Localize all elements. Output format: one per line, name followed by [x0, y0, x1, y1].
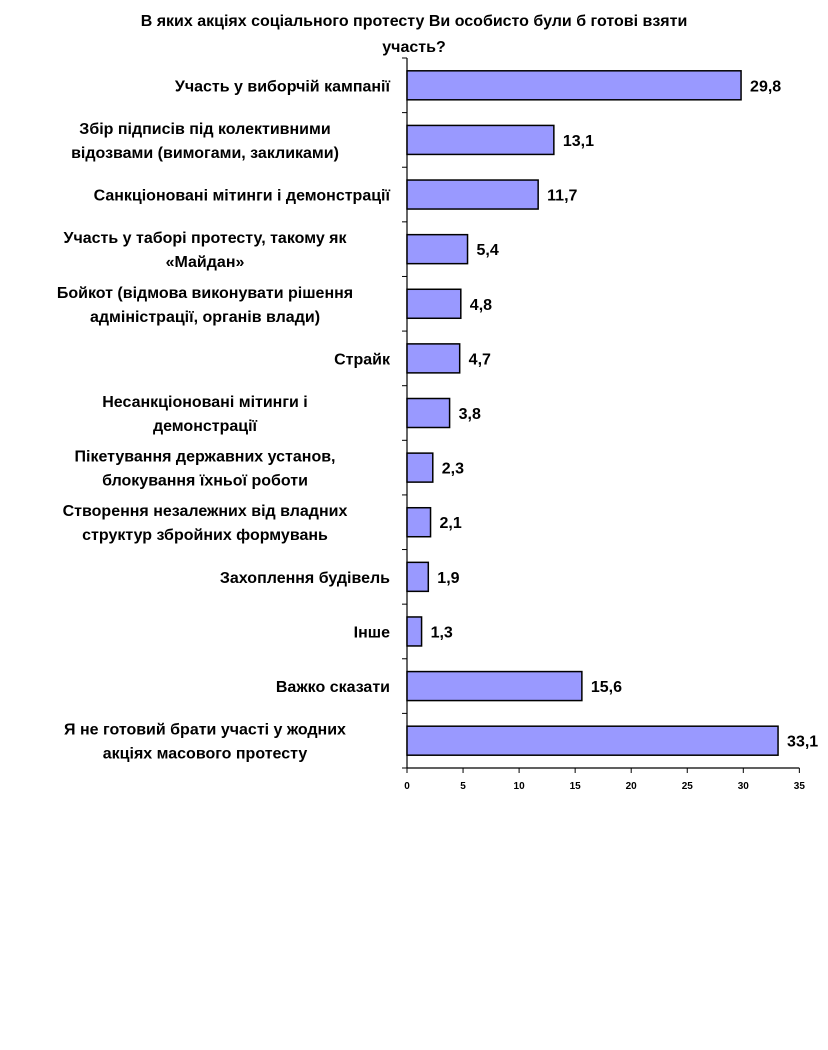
category-label: акціях масового протесту	[103, 746, 308, 763]
x-tick-label: 35	[794, 781, 806, 792]
category-label: Пікетування державних установ,	[75, 449, 336, 466]
bar	[406, 725, 779, 756]
bar	[406, 70, 742, 101]
category-label: «Майдан»	[166, 254, 245, 271]
category-label: Санкціоновані мітинги і демонстрації	[94, 188, 391, 205]
category-label: Бойкот (відмова виконувати рішення	[57, 285, 353, 302]
bar-value-label: 2,1	[440, 515, 462, 532]
bar-value-label: 3,8	[459, 406, 481, 423]
bar-value-label: 1,9	[437, 570, 459, 587]
chart-title-line-1: В яких акціях соціального протесту Ви ос…	[140, 13, 688, 30]
x-tick-label: 25	[682, 781, 694, 792]
x-tick-label: 20	[626, 781, 638, 792]
bar	[406, 124, 555, 156]
bar-value-label: 4,8	[470, 297, 492, 314]
bar	[406, 452, 434, 483]
bar	[406, 233, 469, 265]
category-label: Збір підписів під колективними	[79, 121, 330, 138]
bar	[406, 288, 462, 320]
category-label: Участь у виборчій кампанії	[175, 78, 391, 95]
bar	[406, 397, 451, 429]
category-label: Створення незалежних від владних	[63, 503, 348, 520]
category-label: структур збройних формувань	[82, 527, 328, 544]
category-label: Участь у таборі протесту, такому як	[63, 230, 347, 247]
bar-value-label: 33,1	[787, 734, 818, 751]
category-label: адміністрації, органів влади)	[90, 309, 320, 326]
category-label: Я не готовий брати участі у жодних	[64, 722, 346, 739]
category-label: Страйк	[334, 351, 391, 368]
category-label: Важко сказати	[276, 679, 390, 696]
bar-value-label: 11,7	[547, 188, 577, 205]
bar	[406, 561, 430, 593]
bar-value-label: 13,1	[563, 133, 594, 150]
category-label: Інше	[354, 624, 390, 641]
bar-value-label: 15,6	[591, 679, 622, 696]
bar	[406, 343, 461, 374]
bar-value-label: 1,3	[431, 624, 453, 641]
category-label: блокування їхньої роботи	[102, 473, 308, 490]
chart-title-line-2: участь?	[382, 39, 446, 56]
category-label: Несанкціоновані мітинги і	[102, 394, 307, 411]
x-tick-label: 0	[404, 781, 410, 792]
category-label: демонстрації	[153, 418, 258, 435]
bar-value-label: 29,8	[750, 78, 781, 95]
bar	[406, 616, 423, 647]
bar-value-label: 4,7	[469, 351, 491, 368]
x-tick-label: 10	[514, 781, 526, 792]
category-label: відозвами (вимогами, закликами)	[71, 145, 339, 162]
x-tick-label: 30	[738, 781, 750, 792]
category-label: Захоплення будівель	[220, 570, 390, 587]
bar-value-label: 2,3	[442, 461, 464, 478]
bar	[406, 670, 583, 702]
bar	[406, 506, 432, 538]
bar	[406, 179, 539, 210]
x-tick-label: 15	[570, 781, 582, 792]
x-tick-label: 5	[460, 781, 466, 792]
bar-value-label: 5,4	[477, 242, 499, 259]
